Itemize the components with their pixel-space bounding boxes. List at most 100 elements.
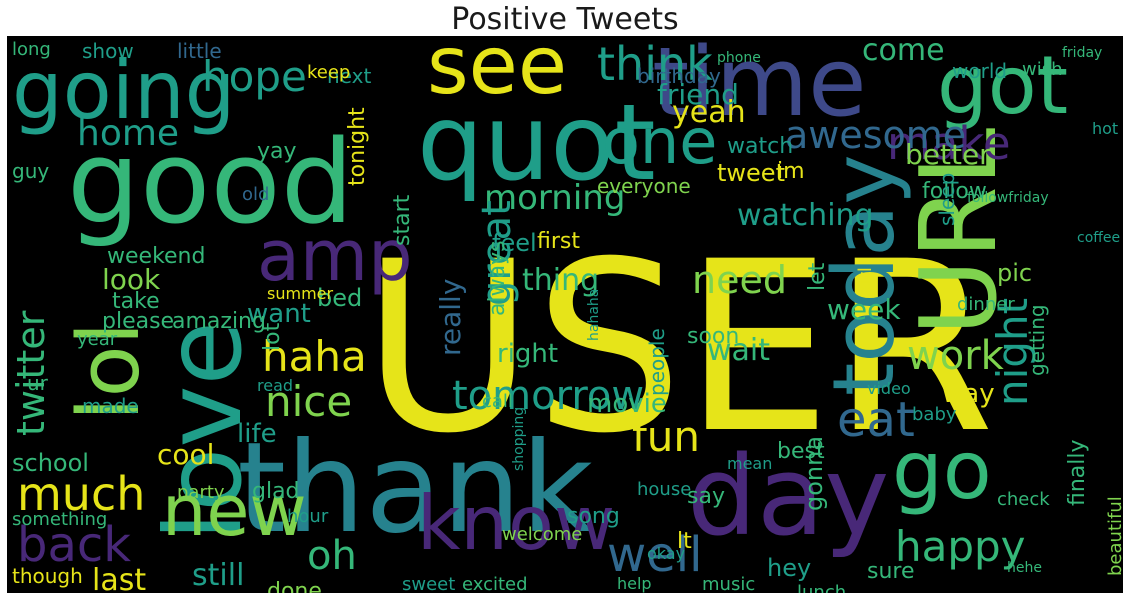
word-girl: girl: [855, 267, 876, 296]
word-best: best: [777, 439, 825, 464]
word-lunch: lunch: [797, 582, 847, 594]
word-bed: bed: [317, 284, 363, 312]
word-party: party: [177, 482, 225, 503]
word-better: better: [905, 138, 991, 171]
word-hope: hope: [202, 52, 307, 101]
word-wait: wait: [707, 333, 771, 368]
word-start: start: [390, 194, 415, 246]
word-call: call: [482, 391, 513, 412]
word-always: always: [485, 240, 510, 316]
word-let: let: [805, 262, 830, 291]
word-made: made: [82, 394, 139, 418]
word-mean: mean: [727, 454, 773, 473]
word-follow: follow: [922, 179, 987, 204]
word-please: please: [102, 309, 175, 334]
word-shopping: shopping: [511, 406, 527, 471]
word-good: good: [67, 116, 354, 250]
word-beautiful: beautiful: [1105, 496, 1123, 576]
word-well: well: [607, 527, 703, 583]
word-nice: nice: [265, 377, 353, 426]
word-see: see: [427, 36, 568, 112]
word-morning: morning: [484, 178, 626, 218]
word-birthday: birthday: [637, 64, 721, 88]
chart-title: Positive Tweets: [451, 2, 679, 37]
word-lot: lot: [260, 322, 285, 351]
word-got: got: [937, 39, 1069, 132]
word-little: little: [177, 39, 222, 63]
word-friday: friday: [1062, 45, 1103, 61]
word-phone: phone: [717, 50, 761, 66]
word-life: life: [237, 419, 277, 449]
word-yay: yay: [257, 139, 297, 164]
word-time: time: [652, 36, 867, 138]
word-movie: movie: [587, 389, 667, 419]
word-cool: cool: [157, 438, 215, 471]
word-next: next: [327, 64, 372, 88]
word-sweet: sweet: [402, 574, 456, 594]
word-user: USER: [362, 212, 995, 485]
word-feel: feel: [492, 229, 537, 257]
word-okay: okay: [647, 544, 686, 563]
word-right: right: [497, 339, 559, 369]
word-look: look: [102, 263, 161, 296]
word-summer: summer: [267, 284, 334, 303]
word-done: done: [267, 579, 322, 594]
word-think: think: [597, 37, 713, 91]
word-make: make: [887, 117, 1011, 170]
word-fun: fun: [632, 412, 701, 461]
word-world: world: [952, 59, 1008, 83]
word-amazing: amazing: [172, 309, 266, 334]
word-tweet: tweet: [717, 159, 785, 187]
word-people: people: [645, 328, 669, 396]
word-happy: happy: [895, 522, 1026, 571]
word-hot: hot: [1092, 119, 1119, 138]
word-say: say: [687, 484, 725, 509]
word-way: way: [942, 379, 995, 409]
word-week: week: [827, 293, 901, 326]
word-home: home: [77, 113, 180, 154]
word-wish: wish: [1022, 59, 1063, 80]
word-one: one: [602, 105, 718, 178]
word-friend: friend: [657, 78, 739, 111]
word-want: want: [247, 299, 311, 329]
word-watch: watch: [727, 134, 794, 159]
word-read: read: [257, 376, 294, 395]
word-awesome: awesome: [785, 113, 967, 157]
word-though: though: [12, 564, 83, 588]
word-everyone: everyone: [597, 174, 691, 198]
word-watching: watching: [737, 198, 874, 233]
word-school: school: [12, 449, 89, 477]
word-work: work: [907, 333, 1004, 379]
word-back: back: [17, 517, 132, 573]
word-something: something: [12, 509, 108, 530]
word-sleep: sleep: [935, 172, 959, 226]
word-dinner: dinner: [957, 294, 1015, 315]
word-tonight: tonight: [345, 107, 370, 186]
word-welcome: welcome: [502, 524, 583, 545]
word-show: show: [82, 39, 134, 63]
word-yeah: yeah: [672, 95, 746, 130]
word-eat: eat: [837, 392, 915, 448]
word-day: day: [687, 432, 890, 560]
word-guy: guy: [12, 159, 50, 183]
word-come: come: [862, 36, 945, 68]
word-amp: amp: [257, 215, 413, 297]
word-long: long: [12, 39, 51, 60]
word-hey: hey: [767, 554, 812, 582]
word-thank: thank: [237, 416, 594, 561]
word-tomorrow: tomorrow: [452, 373, 645, 419]
word-coffee: coffee: [1077, 230, 1121, 246]
word-excited: excited: [462, 574, 528, 594]
word-music: music: [702, 574, 756, 594]
word-first: first: [537, 229, 580, 254]
word-ur: ur: [27, 371, 48, 395]
word-going: going: [12, 44, 236, 137]
word-need: need: [692, 258, 787, 302]
word-getting: getting: [1025, 304, 1049, 376]
word-old: old: [242, 184, 270, 205]
word-keep: keep: [307, 62, 351, 83]
word-followfriday: followfriday: [967, 190, 1049, 206]
word-baby: baby: [912, 404, 957, 425]
word-still: still: [192, 558, 245, 593]
word-thing: thing: [522, 263, 600, 298]
